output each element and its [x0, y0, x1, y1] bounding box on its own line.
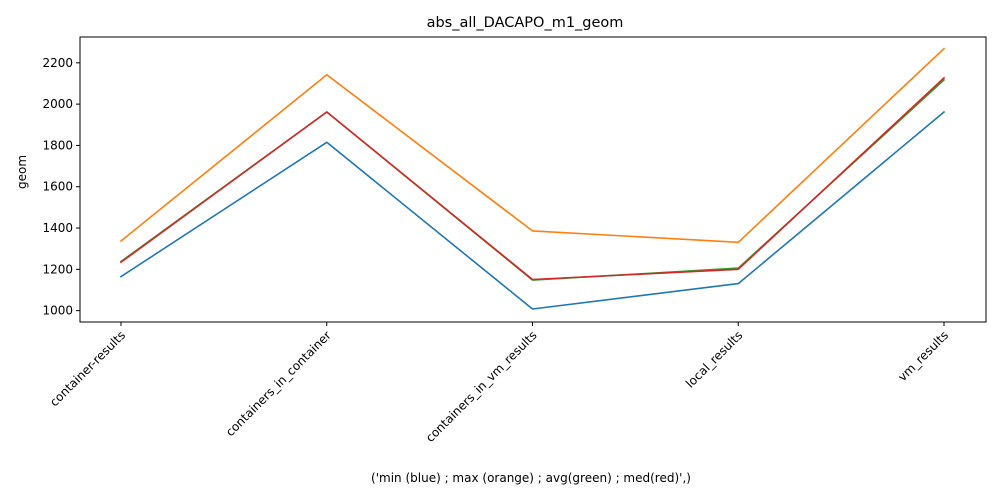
x-tick-label: containers_in_container — [223, 328, 334, 439]
y-axis: 1000 1200 1400 1600 1800 2000 2200 — [42, 56, 80, 318]
y-tick-label: 2000 — [42, 97, 73, 111]
y-tick-label: 1000 — [42, 304, 73, 318]
series-line-3 — [119, 76, 946, 281]
y-tick-label: 1400 — [42, 221, 73, 235]
y-tick-label: 2200 — [42, 56, 73, 70]
y-axis-label: geom — [15, 155, 29, 189]
series-line-1 — [119, 47, 946, 244]
y-tick-label: 1600 — [42, 180, 73, 194]
chart-title: abs_all_DACAPO_m1_geom — [427, 15, 624, 31]
x-axis-label: ('min (blue) ; max (orange) ; avg(green)… — [371, 471, 691, 485]
x-tick-label: local_results — [683, 328, 745, 390]
x-tick-label: vm_results — [895, 328, 951, 384]
y-tick-label: 1200 — [42, 262, 73, 276]
x-axis: container-results containers_in_container… — [47, 322, 951, 445]
x-tick-label: container-results — [47, 328, 128, 409]
plot-area — [79, 36, 987, 323]
y-tick-label: 1800 — [42, 138, 73, 152]
series-line-0 — [119, 110, 946, 310]
series-line-2 — [119, 78, 946, 281]
x-tick-label: containers_in_vm_results — [423, 328, 540, 445]
